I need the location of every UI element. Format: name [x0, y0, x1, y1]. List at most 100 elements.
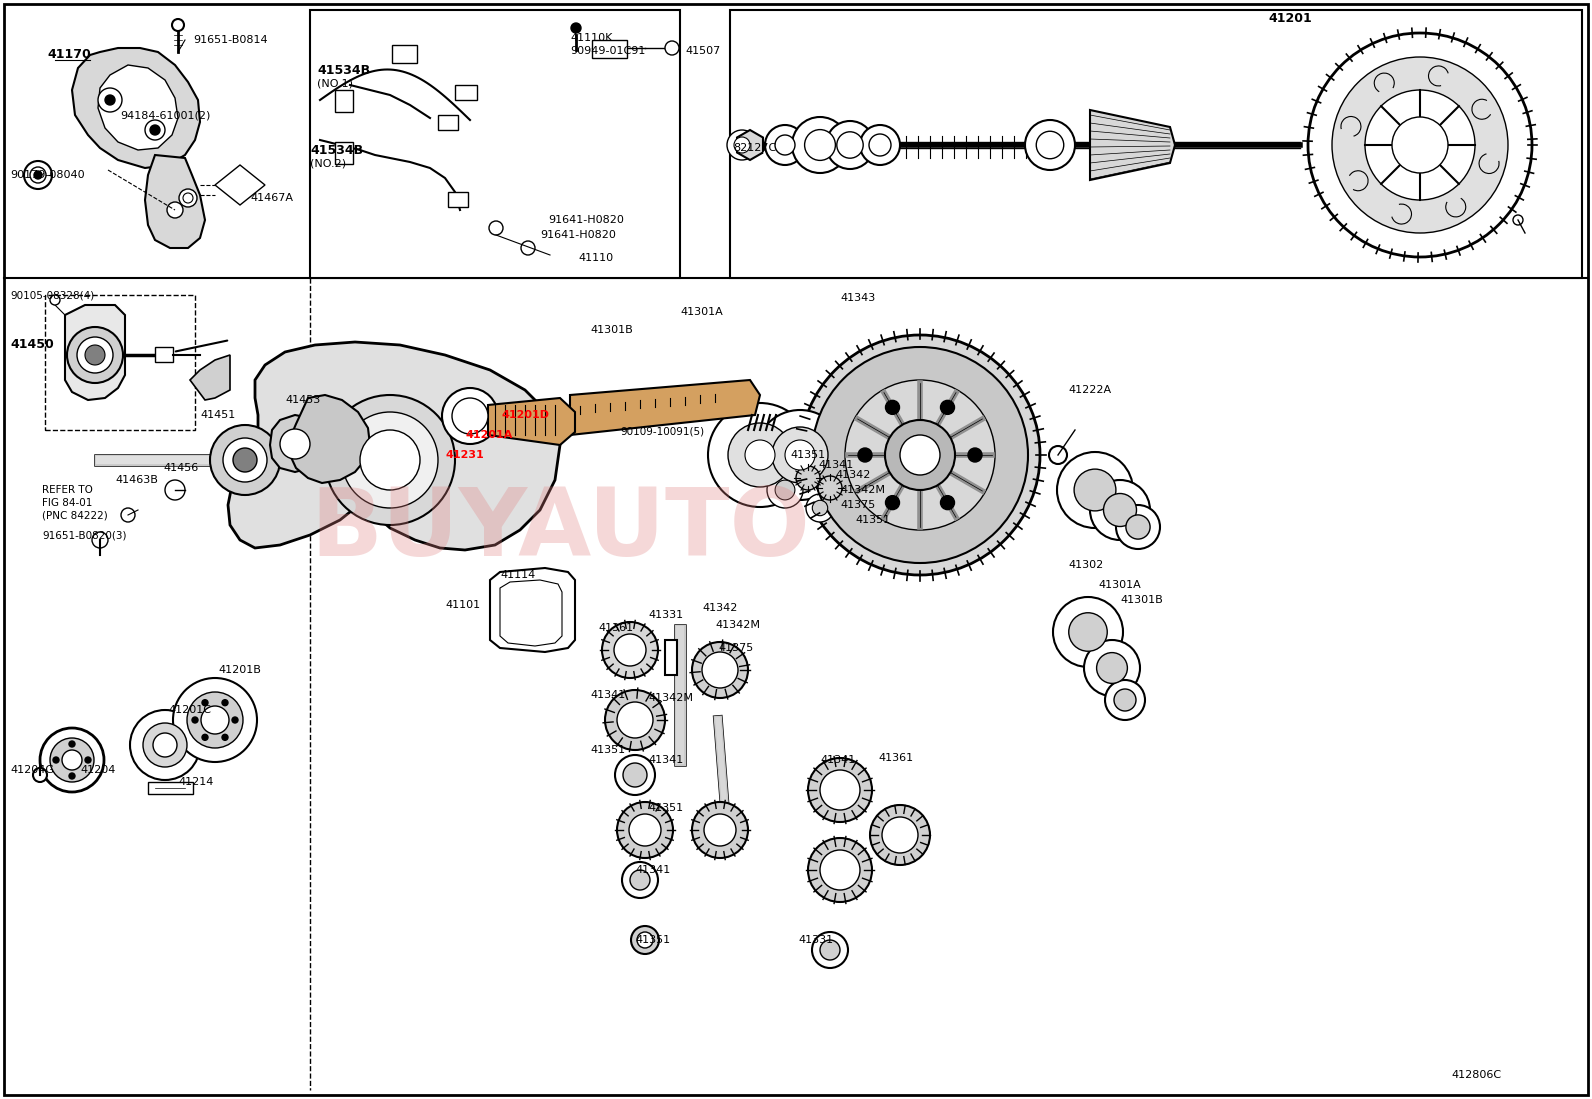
Circle shape [820, 940, 841, 961]
Text: 41231: 41231 [446, 449, 484, 460]
Circle shape [812, 932, 849, 968]
Text: 41342M: 41342M [648, 693, 693, 703]
Circle shape [702, 652, 739, 688]
Circle shape [882, 817, 919, 853]
Text: BUYAUTO: BUYAUTO [310, 484, 810, 576]
Circle shape [68, 741, 75, 747]
Circle shape [131, 710, 201, 780]
Text: 41351: 41351 [591, 745, 626, 755]
Text: 91641-H0820: 91641-H0820 [548, 215, 624, 225]
Polygon shape [290, 395, 369, 482]
Circle shape [53, 757, 59, 763]
Circle shape [796, 466, 820, 490]
Text: 41351: 41351 [855, 515, 890, 525]
Circle shape [202, 700, 209, 706]
Text: 91641-H0820: 91641-H0820 [540, 230, 616, 240]
Text: 41331: 41331 [648, 610, 683, 620]
Text: 41201B: 41201B [218, 665, 261, 675]
Circle shape [806, 493, 834, 522]
Bar [45, 295, 194, 430]
Text: 41450: 41450 [10, 338, 54, 352]
Polygon shape [737, 130, 763, 160]
Bar [154, 347, 174, 362]
Circle shape [84, 757, 91, 763]
Circle shape [30, 167, 46, 184]
Circle shape [1114, 689, 1137, 711]
Text: 41342: 41342 [702, 603, 737, 613]
Circle shape [280, 429, 310, 459]
Text: 91651-B0814: 91651-B0814 [193, 35, 267, 45]
Polygon shape [228, 342, 560, 550]
Text: 41341: 41341 [820, 755, 855, 765]
Circle shape [24, 160, 53, 189]
Text: 41342M: 41342M [841, 485, 885, 495]
Text: 41453: 41453 [285, 395, 320, 406]
Text: 41214: 41214 [178, 777, 213, 787]
Circle shape [201, 706, 229, 734]
Circle shape [860, 125, 899, 165]
Circle shape [186, 692, 244, 748]
Text: 41375: 41375 [841, 500, 876, 510]
Text: 94184-61001(2): 94184-61001(2) [119, 110, 210, 120]
Text: 41301A: 41301A [680, 307, 723, 317]
Circle shape [193, 717, 197, 723]
Circle shape [630, 870, 650, 890]
Bar [455, 85, 478, 100]
Circle shape [232, 717, 237, 723]
Circle shape [1084, 640, 1140, 696]
Circle shape [221, 700, 228, 706]
Text: 90105-08328(4): 90105-08328(4) [10, 290, 94, 300]
Circle shape [804, 130, 836, 160]
Circle shape [221, 734, 228, 741]
Text: 90949-01C91: 90949-01C91 [570, 46, 645, 56]
Circle shape [1391, 116, 1449, 173]
Bar [731, 10, 1582, 278]
Circle shape [1049, 446, 1067, 464]
Circle shape [360, 430, 420, 490]
Circle shape [223, 439, 267, 482]
Circle shape [49, 295, 60, 306]
Text: 41507: 41507 [685, 46, 720, 56]
Circle shape [899, 435, 939, 475]
Circle shape [174, 678, 256, 762]
Circle shape [809, 839, 872, 902]
Circle shape [166, 480, 185, 500]
Polygon shape [189, 355, 229, 400]
Circle shape [150, 125, 161, 135]
Text: 41341: 41341 [591, 690, 626, 700]
Circle shape [1025, 120, 1075, 170]
Circle shape [99, 88, 123, 112]
Text: 41351: 41351 [635, 935, 670, 945]
Text: 90109-10091(5): 90109-10091(5) [619, 428, 704, 437]
Circle shape [630, 926, 659, 954]
Circle shape [67, 328, 123, 382]
Circle shape [941, 496, 955, 510]
Circle shape [869, 134, 892, 156]
Circle shape [885, 496, 899, 510]
Text: 41343: 41343 [841, 293, 876, 303]
Text: 41534B: 41534B [317, 64, 369, 77]
Text: 41534B: 41534B [310, 144, 363, 156]
Circle shape [1057, 452, 1134, 528]
Text: 41331: 41331 [798, 935, 833, 945]
Circle shape [325, 395, 455, 525]
Polygon shape [500, 580, 562, 646]
Circle shape [801, 335, 1040, 575]
Circle shape [629, 814, 661, 846]
Polygon shape [72, 48, 201, 168]
Text: 41110K: 41110K [570, 33, 613, 43]
Bar [334, 142, 353, 164]
Circle shape [745, 440, 775, 470]
Text: 41301B: 41301B [1121, 595, 1162, 606]
Bar [447, 192, 468, 207]
Text: 41301B: 41301B [591, 325, 632, 335]
Text: (NO.1): (NO.1) [317, 78, 353, 88]
Text: 41341: 41341 [635, 865, 670, 875]
Bar [665, 640, 677, 675]
Circle shape [489, 221, 503, 235]
Bar [438, 115, 458, 130]
Circle shape [708, 403, 812, 507]
Text: 41456: 41456 [162, 463, 199, 473]
Text: 41201: 41201 [1267, 11, 1312, 24]
Text: 41463B: 41463B [115, 475, 158, 485]
